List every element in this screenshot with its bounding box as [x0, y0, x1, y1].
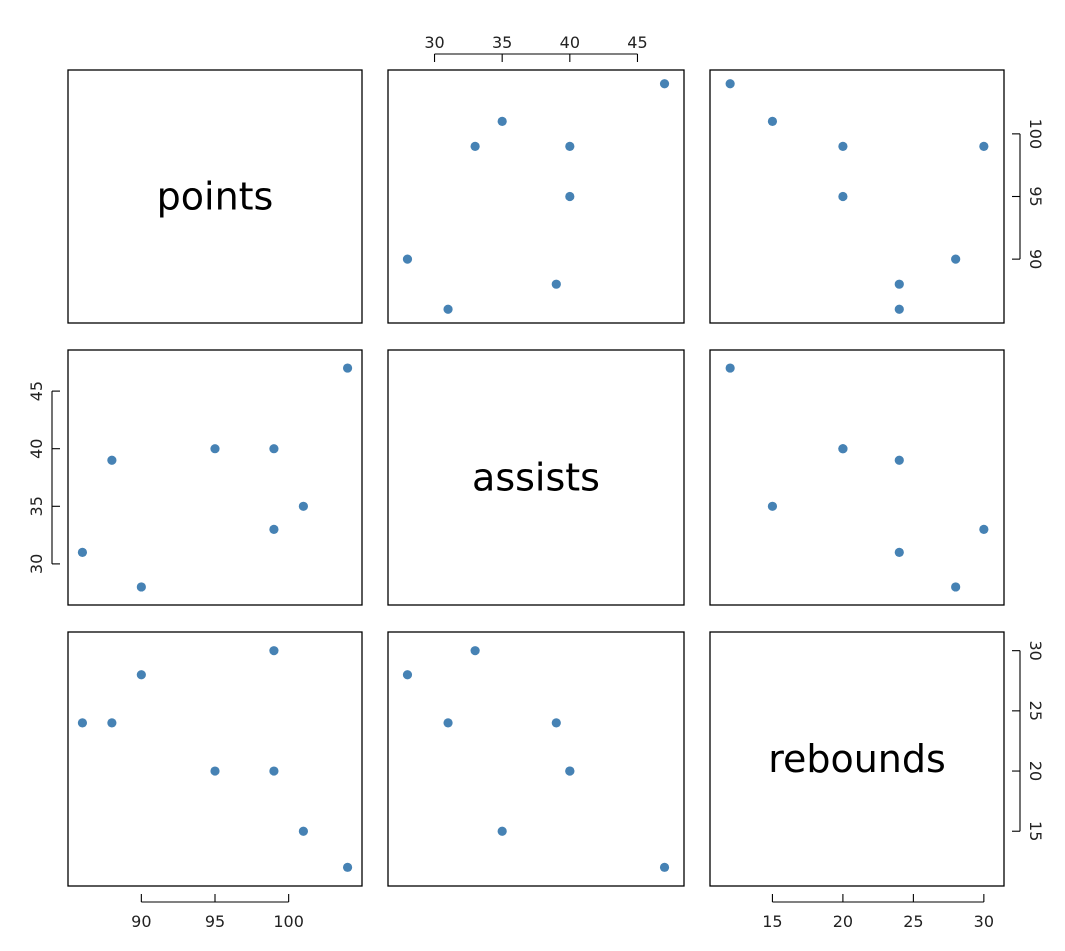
panel-assists-vs-rebounds [709, 349, 1005, 606]
data-point [443, 304, 453, 314]
tick-label: 30 [424, 33, 444, 52]
data-point [136, 582, 146, 592]
axis-bottom-points: 90 95 100 [131, 894, 304, 931]
data-point [838, 191, 848, 202]
axis-right-points: 90 95 100 [1012, 119, 1045, 269]
data-point [443, 718, 453, 728]
data-point [951, 582, 961, 592]
variable-label-points: points [157, 175, 274, 219]
panel-frame [709, 349, 1005, 606]
data-point [210, 444, 220, 454]
data-point [565, 766, 575, 776]
tick-label: 15 [762, 912, 782, 931]
tick-label: 20 [1026, 761, 1045, 781]
data-point [951, 254, 961, 264]
data-point [210, 766, 220, 776]
data-point [979, 524, 989, 534]
data-point [979, 141, 989, 151]
variable-label-rebounds: rebounds [768, 737, 946, 781]
data-point [725, 363, 735, 373]
tick-label: 40 [27, 439, 46, 459]
tick-label: 100 [1026, 119, 1045, 150]
data-point [269, 766, 279, 776]
axis-left-assists: 30 35 40 45 [27, 381, 60, 574]
data-point [659, 79, 670, 89]
panel-frame [387, 631, 685, 887]
tick-label: 45 [627, 33, 647, 52]
data-point [894, 547, 904, 557]
panel-assists-vs-points [67, 349, 363, 606]
tick-label: 45 [27, 381, 46, 401]
data-point [838, 141, 848, 151]
panel-frame [387, 349, 685, 606]
data-point [269, 524, 279, 534]
data-point [107, 718, 117, 728]
tick-label: 30 [27, 554, 46, 574]
axis-right-rebounds: 15 20 25 30 [1012, 640, 1045, 841]
data-point [894, 279, 904, 289]
data-point [269, 646, 279, 656]
data-point [725, 79, 735, 89]
panel-rebounds-vs-points [67, 631, 363, 887]
data-point [565, 191, 575, 202]
data-point [298, 826, 308, 836]
data-point [838, 444, 848, 454]
tick-label: 100 [273, 912, 304, 931]
data-point [342, 363, 353, 373]
data-point [77, 718, 88, 728]
tick-label: 40 [560, 33, 580, 52]
data-point [551, 279, 561, 289]
panel-points-vs-rebounds [709, 69, 1005, 324]
panel-points-vs-points: points [67, 69, 363, 324]
data-point [894, 304, 904, 314]
data-point [77, 547, 88, 557]
data-point [767, 501, 778, 511]
tick-label: 25 [1026, 701, 1045, 721]
data-point [136, 670, 146, 680]
data-point [497, 826, 507, 836]
data-point [767, 116, 778, 126]
data-point [107, 455, 117, 465]
panel-frame [67, 349, 363, 606]
tick-label: 90 [1026, 249, 1045, 269]
data-point [470, 141, 480, 151]
tick-label: 95 [205, 912, 225, 931]
axis-top-assists: 30 35 40 45 [424, 33, 648, 62]
tick-label: 30 [1026, 640, 1045, 660]
data-point [565, 141, 575, 151]
panel-rebounds-vs-assists [387, 631, 685, 887]
axis-bottom-rebounds: 15 20 25 30 [762, 894, 994, 931]
tick-label: 90 [131, 912, 151, 931]
data-point [342, 862, 353, 872]
panel-frame [709, 631, 1005, 887]
data-point [659, 862, 670, 872]
panel-frame [67, 631, 363, 887]
data-point [470, 646, 480, 656]
tick-label: 20 [833, 912, 853, 931]
data-point [551, 718, 561, 728]
data-point [298, 501, 308, 511]
tick-label: 95 [1026, 186, 1045, 206]
tick-label: 15 [1026, 821, 1045, 841]
tick-label: 25 [903, 912, 923, 931]
tick-label: 30 [974, 912, 994, 931]
panel-rebounds-vs-rebounds: rebounds [709, 631, 1005, 887]
panel-points-vs-assists [387, 69, 685, 324]
panel-frame [387, 69, 685, 324]
data-point [894, 455, 904, 465]
panel-frame [709, 69, 1005, 324]
panel-assists-vs-assists: assists [387, 349, 685, 606]
data-point [402, 670, 413, 680]
data-point [269, 444, 279, 454]
data-point [497, 116, 507, 126]
tick-label: 35 [27, 496, 46, 516]
data-point [402, 254, 413, 264]
panel-frame [67, 69, 363, 324]
variable-label-assists: assists [472, 456, 600, 500]
tick-label: 35 [492, 33, 512, 52]
